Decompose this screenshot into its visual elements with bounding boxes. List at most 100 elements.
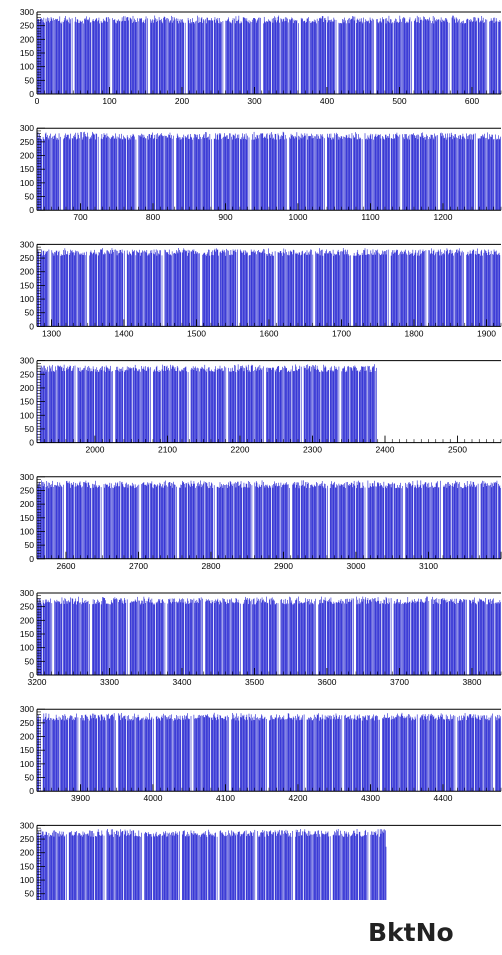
bar — [327, 253, 328, 327]
bar — [110, 604, 111, 675]
bar — [432, 134, 433, 211]
bar — [252, 251, 253, 327]
bar — [180, 22, 182, 95]
bar — [435, 253, 436, 327]
bar — [95, 252, 97, 327]
bar — [285, 368, 287, 443]
bar — [69, 483, 71, 559]
bar — [87, 833, 88, 900]
bar — [96, 485, 98, 559]
bar — [279, 715, 280, 792]
bar — [335, 134, 337, 211]
bar — [379, 603, 381, 675]
bar — [66, 719, 67, 792]
bar — [234, 365, 236, 443]
bar — [276, 368, 277, 443]
bar — [404, 602, 406, 675]
bar — [458, 20, 459, 94]
bar — [82, 831, 84, 900]
bar — [182, 137, 183, 211]
bar — [245, 250, 246, 327]
bar — [246, 599, 248, 675]
bar — [208, 367, 210, 443]
bar — [254, 370, 256, 443]
bar — [273, 719, 274, 792]
bar — [62, 834, 63, 900]
bar — [145, 138, 147, 211]
bar — [197, 717, 198, 792]
bar — [350, 836, 351, 900]
bar — [338, 139, 340, 211]
bar — [232, 835, 233, 900]
bar — [242, 716, 244, 792]
bar — [334, 487, 336, 559]
bar — [75, 482, 77, 559]
bar — [192, 599, 193, 675]
bar — [485, 719, 487, 792]
bar — [392, 718, 393, 792]
bar — [118, 370, 119, 443]
bar — [234, 483, 235, 559]
bar — [340, 23, 342, 95]
bar — [75, 598, 77, 675]
bar — [475, 21, 477, 94]
bar — [371, 20, 372, 94]
bar — [211, 254, 213, 327]
bar — [427, 19, 428, 94]
bar — [440, 133, 441, 211]
bar — [308, 368, 309, 443]
bar — [132, 486, 134, 559]
bar — [287, 22, 289, 94]
bar — [140, 18, 142, 94]
bar — [234, 603, 235, 675]
bar — [232, 831, 234, 900]
bar — [76, 601, 78, 675]
bar — [345, 833, 346, 900]
bar — [195, 366, 196, 443]
bar — [133, 601, 135, 675]
bar — [304, 368, 306, 443]
bar — [416, 135, 417, 211]
bar — [51, 137, 53, 211]
bar — [345, 370, 347, 443]
bar — [214, 369, 216, 443]
bar — [256, 134, 258, 211]
bar — [113, 598, 114, 675]
bar — [432, 716, 434, 792]
bar — [480, 21, 482, 94]
bar — [55, 714, 57, 792]
bar — [224, 716, 226, 792]
bar — [435, 602, 437, 675]
bar — [428, 20, 430, 94]
bar — [122, 139, 124, 211]
bar — [253, 17, 255, 95]
bar — [253, 599, 254, 675]
bar — [246, 251, 248, 327]
bar — [91, 135, 92, 211]
bar — [153, 833, 154, 900]
bar — [173, 481, 174, 559]
bar — [145, 603, 146, 675]
bar — [214, 716, 216, 792]
bar — [388, 483, 390, 559]
bar — [155, 367, 157, 443]
bar — [130, 485, 132, 559]
bar — [72, 598, 74, 675]
bar — [281, 253, 282, 327]
bar — [342, 484, 344, 559]
bar — [278, 15, 280, 95]
bar — [208, 249, 210, 327]
bar — [298, 23, 299, 94]
bar — [190, 716, 192, 792]
bar — [269, 485, 270, 559]
bar — [121, 139, 123, 211]
bar — [192, 250, 194, 327]
bar — [62, 254, 63, 327]
bar — [266, 596, 267, 675]
bar — [332, 21, 334, 94]
bar — [210, 603, 211, 675]
bar — [151, 250, 153, 327]
bar — [305, 21, 307, 94]
bar — [414, 599, 415, 675]
bar — [207, 137, 208, 211]
